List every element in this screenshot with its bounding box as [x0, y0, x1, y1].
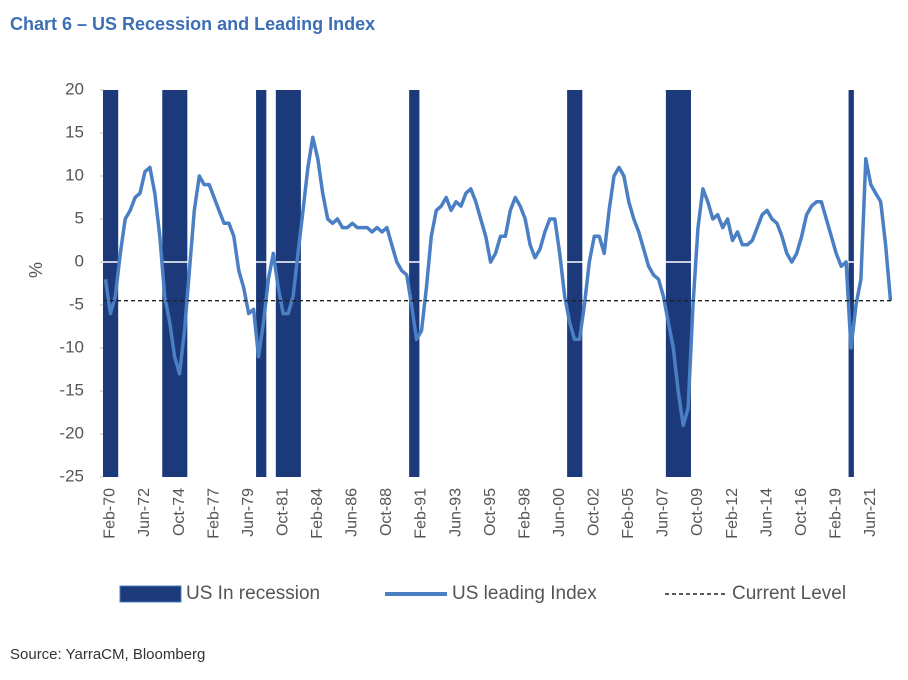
source-note: Source: YarraCM, Bloomberg: [10, 646, 205, 663]
recession-bar: [182, 90, 188, 477]
x-tick-label: Jun-07: [655, 488, 672, 537]
x-tick-label: Oct-95: [482, 488, 499, 536]
recession-bar: [680, 90, 687, 477]
recession-bar: [577, 90, 583, 477]
x-tick-label: Oct-74: [171, 488, 188, 536]
x-tick-label: Feb-84: [309, 488, 326, 539]
x-tick-label: Feb-19: [827, 488, 844, 539]
recession-bar: [848, 90, 854, 477]
y-tick-label: 20: [65, 79, 84, 98]
recession-bar: [167, 90, 173, 477]
x-tick-label: Feb-91: [413, 488, 430, 539]
recession-bar: [572, 90, 578, 477]
recession-bar: [261, 90, 267, 477]
recession-bar: [675, 90, 682, 477]
recession-bar: [280, 90, 287, 477]
x-tick-label: Jun-86: [344, 488, 361, 537]
y-tick-label: 15: [65, 122, 84, 141]
recession-bar: [295, 90, 301, 477]
x-tick-label: Oct-81: [274, 488, 291, 536]
x-tick-label: Feb-05: [620, 488, 637, 539]
x-tick-label: Feb-70: [102, 488, 119, 539]
legend-label: US In recession: [186, 583, 320, 604]
y-axis-label: %: [26, 262, 46, 278]
x-tick-label: Jun-14: [758, 488, 775, 537]
y-tick-label: 0: [75, 251, 84, 270]
x-tick-label: Feb-98: [516, 488, 533, 539]
y-tick-label: -15: [59, 380, 84, 399]
x-tick-label: Jun-79: [240, 488, 257, 537]
legend-label: Current Level: [732, 583, 846, 604]
recession-bar: [256, 90, 262, 477]
chart-title: Chart 6 – US Recession and Leading Index: [10, 14, 375, 34]
legend-swatch: [119, 585, 182, 603]
x-tick-label: Feb-12: [724, 488, 741, 539]
x-tick-label: Oct-02: [586, 488, 603, 536]
y-tick-label: -5: [69, 294, 84, 313]
x-tick-label: Feb-77: [205, 488, 222, 539]
recession-bar: [414, 90, 420, 477]
leading-index-line: [103, 135, 893, 428]
y-tick-label: -25: [59, 466, 84, 485]
y-tick-label: -10: [59, 337, 84, 356]
recession-bar: [665, 90, 672, 477]
x-tick-label: Oct-09: [689, 488, 706, 536]
recession-bar: [409, 90, 415, 477]
recession-bar: [285, 90, 292, 477]
x-tick-label: Jun-21: [862, 488, 879, 537]
x-tick-label: Jun-93: [447, 488, 464, 537]
recession-bar: [177, 90, 183, 477]
recession-bar: [670, 90, 677, 477]
legend-label: US leading Index: [452, 583, 597, 604]
recession-bar: [107, 90, 114, 477]
x-tick-label: Oct-88: [378, 488, 395, 536]
recession-bar: [172, 90, 178, 477]
y-tick-label: -20: [59, 423, 84, 442]
y-tick-label: 5: [75, 208, 84, 227]
recession-bar: [685, 90, 691, 477]
x-tick-label: Jun-00: [551, 488, 568, 537]
x-tick-label: Oct-16: [793, 488, 810, 536]
x-tick-label: Jun-72: [136, 488, 153, 537]
recession-bar: [567, 90, 573, 477]
y-tick-label: 10: [65, 165, 84, 184]
